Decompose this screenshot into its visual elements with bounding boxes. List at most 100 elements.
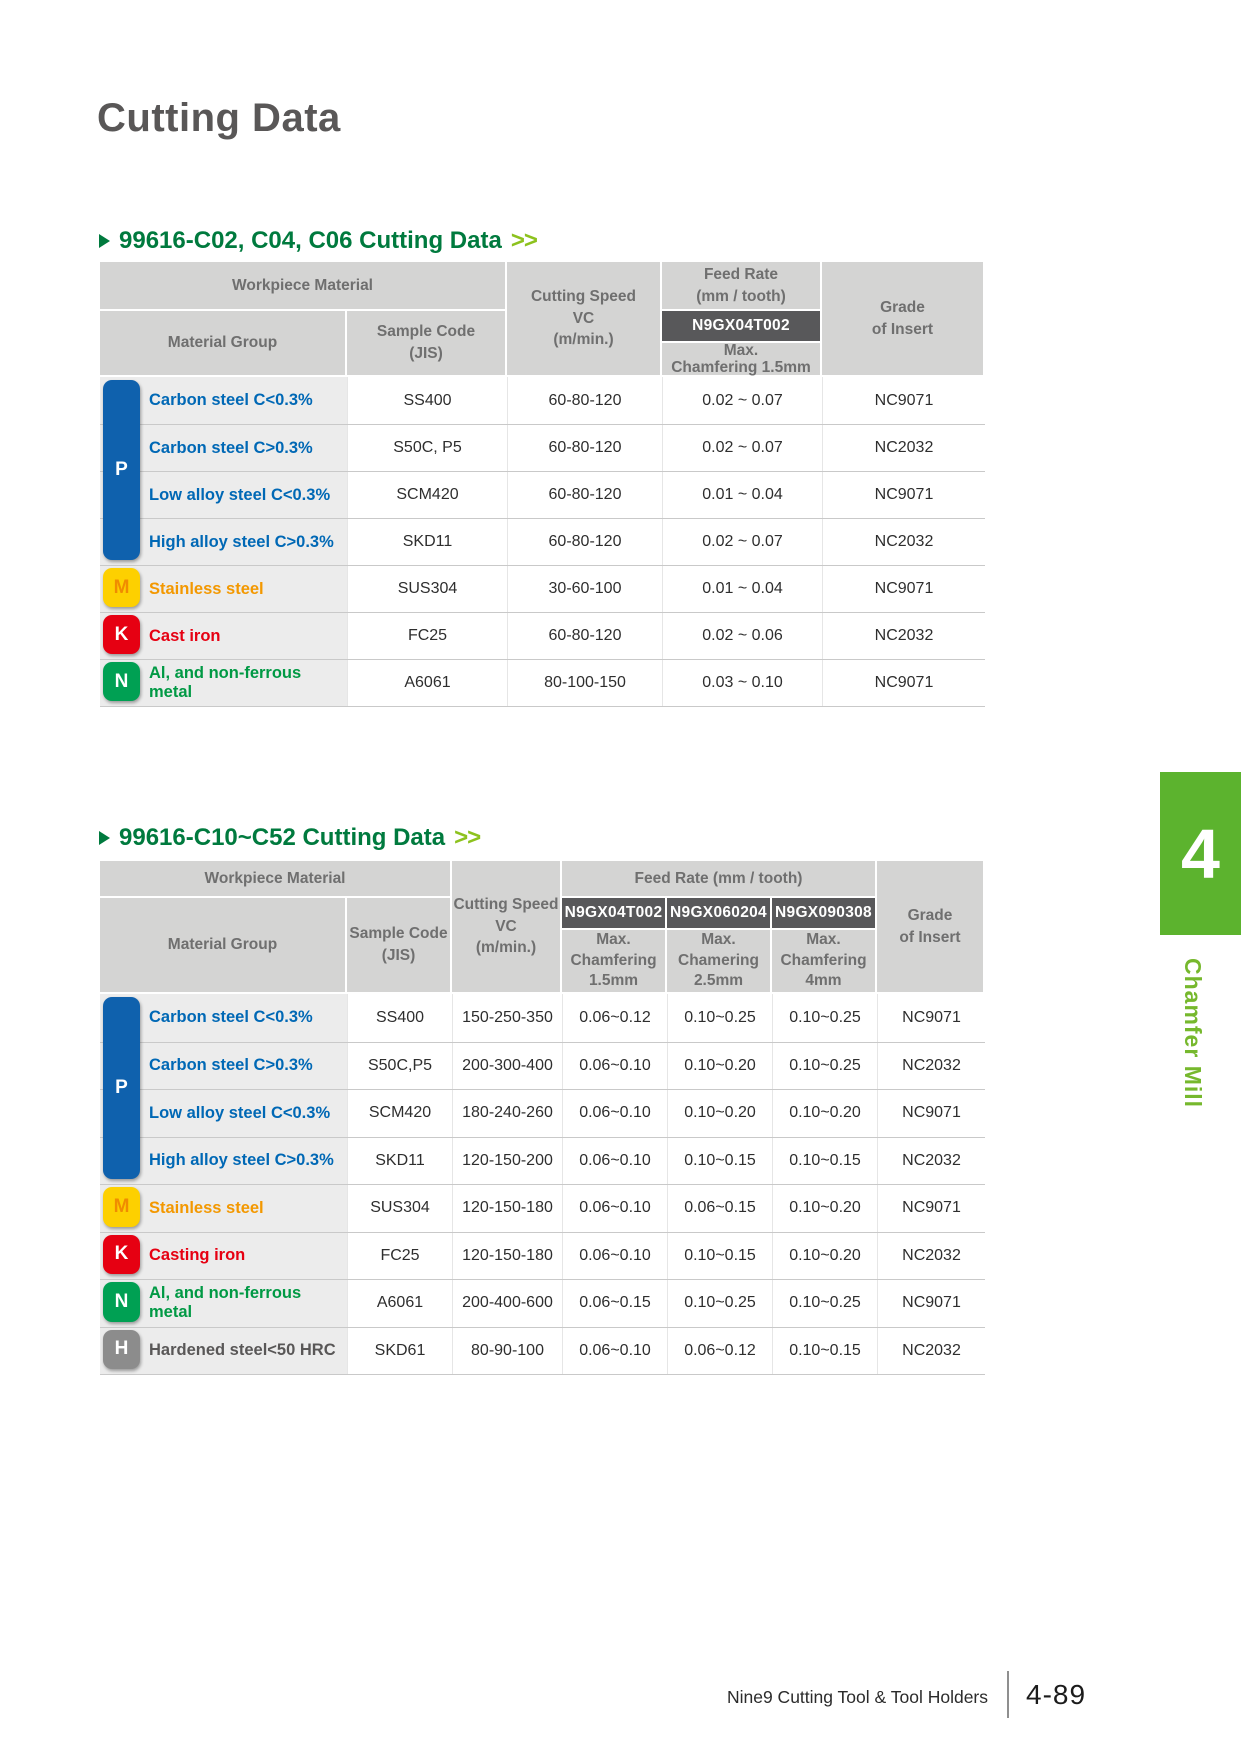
feed-rate-header: Feed Rate (mm / tooth) <box>562 861 877 898</box>
material-group-tab: N <box>103 662 140 701</box>
table-row: Stainless steel SUS304 120-150-180 0.06~0.1… <box>100 1184 985 1232</box>
insert-code-badge: N9GX090308 <box>772 898 877 930</box>
feed-rate-cell: 0.02 ~ 0.07 <box>662 425 822 471</box>
workpiece-material-header-line: Workpiece Material <box>204 869 346 887</box>
max-chamfering-label-line: Max. <box>806 930 841 948</box>
insert-code-badge-line: N9GX060204 <box>670 904 767 922</box>
sample-code-cell: S50C, P5 <box>347 425 507 471</box>
table-row: Carbon steel C<0.3% SS400 60-80-120 0.02 ~ … <box>100 377 985 424</box>
table-row: High alloy steel C>0.3% SKD11 120-150-200 0… <box>100 1136 985 1184</box>
max-chamfering-label: Max. Chamfering 1.5mm <box>562 930 667 994</box>
grade-cell: NC9071 <box>822 472 985 518</box>
material-cell: Cast iron <box>100 613 347 659</box>
feed-rate-cell: 0.01 ~ 0.04 <box>662 566 822 612</box>
table-row: Cast iron FC25 60-80-120 0.02 ~ 0.06 NC2032 <box>100 612 985 659</box>
max-chamfering-label-line: 2.5mm <box>693 972 744 990</box>
table-row: Al, and non-ferrous metal A6061 200-400-60… <box>100 1279 985 1327</box>
feed-rate-cell: 0.06~0.10 <box>562 1327 667 1374</box>
grade-of-insert-header-line: of Insert <box>899 928 961 946</box>
section-title: 99616-C10~C52 Cutting Data <box>119 824 446 851</box>
material-group-header-line: Material Group <box>167 334 278 352</box>
max-chamfering-label-line: 4mm <box>805 972 842 990</box>
table-row: Low alloy steel C<0.3% SCM420 60-80-120 0.0… <box>100 471 985 518</box>
feed-rate-header-line: Feed Rate (mm / tooth) <box>634 869 803 887</box>
feed-rate-cell: 0.02 ~ 0.07 <box>662 377 822 424</box>
feed-rate-cell: 0.06~0.10 <box>562 1137 667 1184</box>
feed-rate-cell: 0.10~0.15 <box>667 1137 772 1184</box>
sample-code-header: Sample Code (JIS) <box>347 311 507 377</box>
insert-code-badge: N9GX04T002 <box>662 311 822 343</box>
sample-code-cell: A6061 <box>347 1280 452 1327</box>
workpiece-material-header: Workpiece Material <box>100 861 452 898</box>
feed-rate-cell: 0.10~0.15 <box>772 1327 877 1374</box>
material-group-tab: N <box>103 1282 140 1322</box>
table-header: Workpiece Material Cutting Speed VC (m/min.… <box>100 262 985 377</box>
sample-code-cell: SUS304 <box>347 1185 452 1232</box>
cutting-speed-cell: 200-400-600 <box>452 1280 562 1327</box>
feed-rate-cell: 0.10~0.25 <box>772 1280 877 1327</box>
sample-code-cell: SUS304 <box>347 566 507 612</box>
material-cell: Carbon steel C>0.3% <box>100 1042 347 1089</box>
grade-of-insert-header: Grade of Insert <box>822 262 985 377</box>
cutting-speed-header-line: Cutting Speed <box>453 895 559 913</box>
sample-code-header-line: (JIS) <box>381 947 416 964</box>
grade-cell: NC2032 <box>822 613 985 659</box>
feed-rate-cell: 0.01 ~ 0.04 <box>662 472 822 518</box>
section-title: 99616-C02, C04, C06 Cutting Data <box>119 227 502 254</box>
sample-code-cell: SKD61 <box>347 1327 452 1374</box>
grade-cell: NC2032 <box>877 1327 985 1374</box>
material-group-tab: K <box>103 1234 140 1274</box>
sample-code-cell: FC25 <box>347 613 507 659</box>
grade-cell: NC2032 <box>877 1137 985 1184</box>
grade-cell: NC9071 <box>822 377 985 424</box>
sample-code-header-line: Sample Code <box>376 323 476 341</box>
grade-cell: NC9071 <box>822 660 985 706</box>
table-row: Stainless steel SUS304 30-60-100 0.01 ~ 0.0… <box>100 565 985 612</box>
insert-code-badge: N9GX060204 <box>667 898 772 930</box>
workpiece-material-header-line: Workpiece Material <box>232 276 373 294</box>
feed-rate-cell: 0.10~0.20 <box>772 1185 877 1232</box>
table-body: Carbon steel C<0.3% SS400 150-250-350 0.06~… <box>100 994 985 1375</box>
material-cell: Carbon steel C<0.3% <box>100 377 347 424</box>
cutting-table-c02: Workpiece Material Cutting Speed VC (m/min.… <box>100 262 985 707</box>
grade-cell: NC9071 <box>877 1090 985 1137</box>
feed-rate-cell: 0.10~0.15 <box>667 1232 772 1279</box>
table-header: Workpiece Material Cutting Speed VC (m/min.… <box>100 861 985 994</box>
feed-rate-cell: 0.06~0.10 <box>562 1042 667 1089</box>
section-heading-c10: 99616-C10~C52 Cutting Data >> <box>99 824 481 852</box>
table-row: Carbon steel C>0.3% S50C,P5 200-300-400 0.0… <box>100 1041 985 1089</box>
feed-rate-cell: 0.02 ~ 0.06 <box>662 613 822 659</box>
section-bullet-icon <box>99 831 110 845</box>
table-row: Hardened steel<50 HRC SKD61 80-90-100 0.06~… <box>100 1326 985 1374</box>
max-chamfering-label-line: Chamfering <box>570 951 657 969</box>
cutting-speed-header: Cutting Speed VC (m/min.) <box>507 262 662 377</box>
grade-of-insert-header: Grade of Insert <box>877 861 985 994</box>
grade-cell: NC9071 <box>822 566 985 612</box>
max-chamfering-label: Max. Chamfering 1.5mm <box>662 341 822 377</box>
feed-rate-cell: 0.06~0.15 <box>667 1185 772 1232</box>
feed-rate-cell: 0.03 ~ 0.10 <box>662 660 822 706</box>
material-group-header: Material Group <box>100 898 347 994</box>
material-group-tab: H <box>103 1329 140 1369</box>
max-chamfering-label-line: Max. <box>596 930 631 948</box>
max-chamfering-label-line: Max. <box>723 341 759 359</box>
grade-of-insert-header-line: of Insert <box>871 320 934 338</box>
cutting-speed-header-line: (m/min.) <box>475 939 537 957</box>
material-group-header: Material Group <box>100 311 347 377</box>
material-cell: Al, and non-ferrous metal <box>100 660 347 706</box>
feed-rate-cell: 0.10~0.25 <box>772 994 877 1042</box>
sample-code-cell: SKD11 <box>347 1137 452 1184</box>
workpiece-material-header: Workpiece Material <box>100 262 507 311</box>
table-row: Carbon steel C>0.3% S50C, P5 60-80-120 0.02… <box>100 424 985 471</box>
cutting-speed-cell: 60-80-120 <box>507 472 662 518</box>
material-cell: Al, and non-ferrous metal <box>100 1280 347 1327</box>
feed-rate-cell: 0.02 ~ 0.07 <box>662 519 822 565</box>
cutting-speed-header: Cutting Speed VC (m/min.) <box>452 861 562 994</box>
cutting-speed-cell: 150-250-350 <box>452 994 562 1042</box>
cutting-speed-header-line: (m/min.) <box>553 331 614 349</box>
material-cell: High alloy steel C>0.3% <box>100 1137 347 1184</box>
sample-code-cell: A6061 <box>347 660 507 706</box>
cutting-speed-cell: 200-300-400 <box>452 1042 562 1089</box>
feed-rate-cell: 0.06~0.12 <box>667 1327 772 1374</box>
material-group-tab: M <box>103 1187 140 1227</box>
